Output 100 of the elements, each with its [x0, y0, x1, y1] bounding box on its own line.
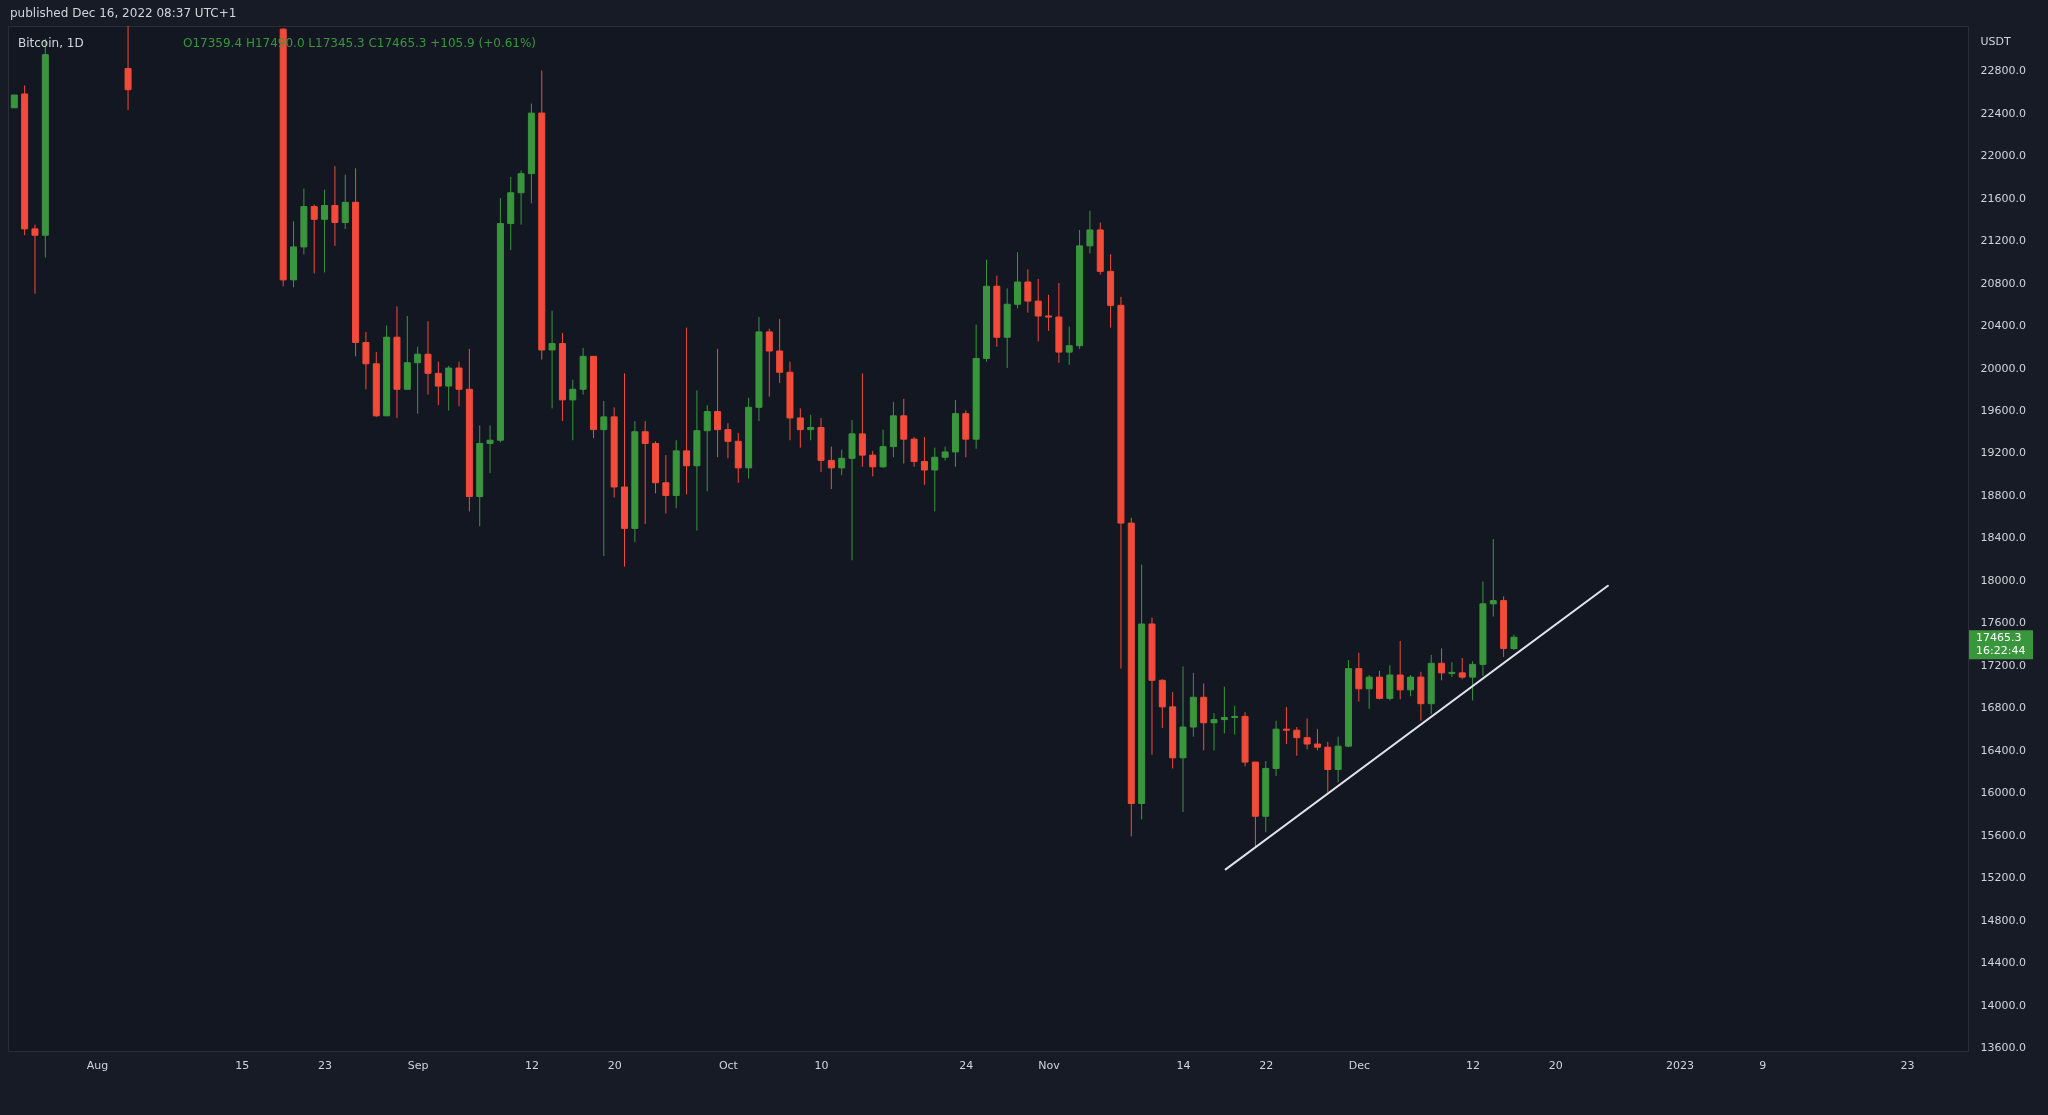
candlestick	[455, 361, 463, 407]
y-tick-label: 16000.0	[1980, 786, 2026, 800]
x-tick-label: 15	[235, 1058, 250, 1072]
candlestick	[486, 424, 494, 474]
y-tick-label: 21600.0	[1980, 191, 2026, 205]
candlestick	[124, 26, 132, 111]
y-tick-label: 20800.0	[1980, 276, 2026, 290]
candlestick	[920, 436, 928, 486]
y-tick-label: 14800.0	[1980, 913, 2026, 927]
candlestick	[424, 320, 432, 396]
candlestick	[765, 328, 773, 398]
y-tick-label: 19200.0	[1980, 446, 2026, 460]
candlestick	[1365, 674, 1373, 710]
y-tick-label: 20000.0	[1980, 361, 2026, 375]
candlestick	[1024, 268, 1032, 314]
candlestick	[1469, 660, 1477, 701]
candlestick	[776, 318, 784, 384]
x-tick-label: Dec	[1348, 1058, 1370, 1072]
candlestick	[1407, 674, 1415, 697]
candlestick	[600, 400, 608, 557]
candlestick	[1376, 670, 1384, 700]
candlestick	[1231, 705, 1239, 735]
y-tick-label: 22800.0	[1980, 64, 2026, 78]
candlestick	[931, 447, 939, 512]
x-tick-label: Nov	[1038, 1058, 1061, 1072]
candlestick	[1086, 210, 1094, 254]
y-tick-label: 13600.0	[1980, 1041, 2026, 1055]
candlestick	[1386, 664, 1394, 701]
candlestick	[1396, 640, 1404, 700]
x-tick-label: 10	[814, 1058, 829, 1072]
candlestick	[569, 379, 577, 441]
x-tick-label: 14	[1176, 1058, 1191, 1072]
candlestick	[341, 174, 349, 230]
candlestick	[445, 365, 453, 412]
x-tick-label: 9	[1759, 1058, 1767, 1072]
candlestick	[1324, 741, 1332, 794]
candlestick	[910, 436, 918, 468]
y-tick-label: 18400.0	[1980, 531, 2026, 545]
candlestick	[807, 414, 815, 441]
candlestick	[434, 361, 442, 406]
candlestick	[331, 165, 339, 247]
text: Bitcoin, 1D	[18, 36, 84, 50]
candlestick	[879, 429, 887, 469]
candlestick	[1034, 278, 1042, 342]
candlestick	[414, 346, 422, 415]
candlestick	[517, 169, 525, 226]
candlestick	[662, 454, 670, 515]
y-tick-label: 19600.0	[1980, 404, 2026, 418]
y-tick-label: 17200.0	[1980, 658, 2026, 672]
candlestick	[838, 449, 846, 476]
candlestick	[1282, 706, 1290, 745]
candlestick	[548, 310, 556, 409]
y-tick-label: 16400.0	[1980, 743, 2026, 757]
candlestick	[362, 331, 370, 390]
x-tick-label: 12	[524, 1058, 539, 1072]
x-tick-label: Oct	[718, 1058, 739, 1072]
candlestick	[683, 327, 691, 495]
candlestick	[1210, 712, 1218, 751]
x-tick-label: 23	[318, 1058, 333, 1072]
candlestick	[858, 372, 866, 468]
candlestick	[321, 189, 329, 273]
candlestick	[1438, 647, 1446, 681]
candlestick	[1220, 686, 1228, 734]
candlestick	[1489, 538, 1497, 618]
candlestick	[714, 348, 722, 458]
y-tick-label: 20400.0	[1980, 319, 2026, 333]
x-tick-label: 20	[607, 1058, 622, 1072]
x-tick-label: Aug	[86, 1058, 109, 1072]
candlestick	[1458, 657, 1466, 680]
y-tick-label: 15200.0	[1980, 871, 2026, 885]
candlestick	[1014, 251, 1022, 310]
candlestick	[869, 450, 877, 477]
candlestick	[1303, 718, 1311, 750]
candlestick	[1448, 661, 1456, 678]
y-tick-label: 16800.0	[1980, 701, 2026, 715]
y-tick-label: 22000.0	[1980, 149, 2026, 163]
text: 17465.3 16:22:44	[1976, 631, 2026, 658]
candlestick	[900, 398, 908, 465]
y-tick-label: 18000.0	[1980, 573, 2026, 587]
candlestick	[724, 422, 732, 459]
y-axis-title: USDT	[1980, 34, 2011, 48]
candlestick	[1293, 726, 1301, 757]
y-tick-label: 17600.0	[1980, 616, 2026, 630]
y-tick-label: 22400.0	[1980, 106, 2026, 120]
y-tick-label: 15600.0	[1980, 828, 2026, 842]
x-tick-label: 20	[1548, 1058, 1563, 1072]
candlestick	[310, 203, 318, 274]
y-tick-label: 21200.0	[1980, 234, 2026, 248]
candlestick	[827, 446, 835, 490]
text: published Dec 16, 2022 08:37 UTC+1	[10, 6, 237, 20]
candlestick	[1045, 294, 1053, 332]
x-tick-label: Sep	[407, 1058, 429, 1072]
candlestick	[703, 404, 711, 492]
x-tick-label: 2023	[1665, 1058, 1694, 1072]
candlestick	[1065, 326, 1073, 366]
candlestick	[1334, 736, 1342, 783]
x-tick-label: 12	[1466, 1058, 1481, 1072]
candlestick	[641, 420, 649, 525]
x-tick-label: 22	[1259, 1058, 1274, 1072]
y-tick-label: 14000.0	[1980, 998, 2026, 1012]
